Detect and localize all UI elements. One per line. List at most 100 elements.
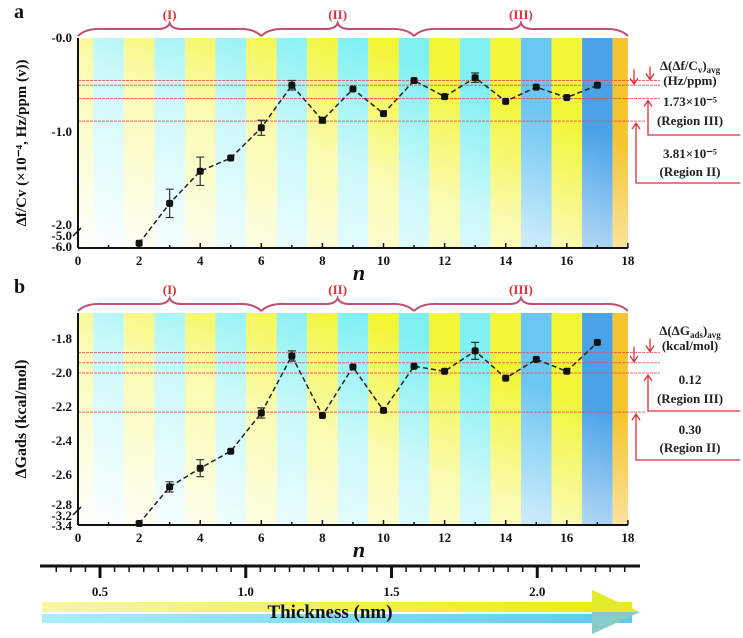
data-point bbox=[441, 367, 449, 375]
annotation-label-region3: (Region III) bbox=[657, 391, 723, 406]
data-point bbox=[257, 409, 265, 417]
data-point bbox=[380, 406, 387, 414]
x-tick-label: 0 bbox=[75, 253, 82, 268]
series-line bbox=[138, 76, 598, 244]
region-brace bbox=[413, 294, 629, 312]
region-label: (I) bbox=[163, 7, 177, 22]
region3-bracket bbox=[643, 373, 740, 412]
annotation-label-region2: (Region II) bbox=[659, 440, 720, 455]
y-tick-label: -2.4 bbox=[51, 433, 72, 448]
region3-bracket bbox=[643, 99, 740, 136]
thickness-axis: Thickness (nm) 0.5 1.0 1.5 2.0 bbox=[40, 564, 640, 634]
x-tick-label: 16 bbox=[560, 530, 574, 545]
annotation-header-part: ads bbox=[690, 330, 704, 340]
panel-a: (I) (II) (III)0 2 4 6 8 10 12 14 16 18-0.0-1.0-2.0-… bbox=[14, 1, 740, 285]
annotation-unit: (Hz/ppm) bbox=[663, 73, 716, 88]
axis-break-mark bbox=[72, 227, 82, 237]
x-tick-label: 12 bbox=[438, 253, 451, 268]
y-axis-label: Δf/Cv (×10⁻⁴, Hz/ppm (v)) bbox=[14, 59, 30, 226]
data-point bbox=[593, 338, 601, 346]
x-tick-label: 14 bbox=[499, 530, 513, 545]
thickness-label: Thickness (nm) bbox=[267, 602, 392, 623]
x-tick-label: 16 bbox=[560, 253, 574, 268]
x-axis-label: n bbox=[353, 260, 365, 285]
annotation-unit: (kcal/mol) bbox=[662, 338, 718, 353]
x-tick-label: 18 bbox=[621, 253, 635, 268]
series-line bbox=[138, 341, 598, 524]
data-point bbox=[532, 83, 540, 91]
y-tick-label: -3.4 bbox=[51, 518, 72, 533]
data-point bbox=[288, 81, 296, 89]
y-tick-label: -2.6 bbox=[51, 467, 72, 482]
x-tick-label: 10 bbox=[377, 253, 390, 268]
data-point bbox=[563, 94, 571, 102]
data-point bbox=[166, 199, 174, 207]
region-label: (II) bbox=[328, 7, 347, 22]
annotation-value-region2: 3.81×10⁻⁵ bbox=[663, 146, 717, 161]
region-brace bbox=[260, 294, 415, 312]
y-tick-label: -2.2 bbox=[51, 399, 72, 414]
x-tick-label: 6 bbox=[258, 530, 265, 545]
data-point bbox=[410, 77, 418, 85]
panel-b: (I) (II) (III) 0 2 4 6 8 10 12 14 16 18 -1.8 -2.0 -2.2 -… bbox=[13, 276, 740, 562]
data-point bbox=[471, 74, 479, 82]
data-point bbox=[135, 520, 143, 527]
annotation-header-part: avg bbox=[707, 65, 721, 75]
annotation-value-region2: 0.30 bbox=[679, 422, 702, 437]
x-tick-label: 18 bbox=[621, 530, 635, 545]
data-point bbox=[196, 167, 204, 175]
region-label: (I) bbox=[163, 282, 177, 297]
annotation-label-region2: (Region II) bbox=[659, 164, 720, 179]
stripe-fade bbox=[78, 313, 628, 525]
region2-bracket bbox=[631, 412, 740, 461]
annotation-header-part: ) bbox=[703, 323, 707, 338]
data-point bbox=[380, 110, 387, 118]
y-tick-label: -0.0 bbox=[51, 30, 72, 45]
x-axis-label: n bbox=[353, 537, 365, 562]
thickness-tick-label: 0.5 bbox=[92, 584, 109, 599]
panel-label: b bbox=[14, 276, 25, 298]
region-label: (II) bbox=[328, 282, 347, 297]
region-brace bbox=[413, 19, 629, 37]
region-brace bbox=[260, 19, 415, 37]
x-tick-label: 2 bbox=[136, 530, 143, 545]
y-tick-label: -6.0 bbox=[51, 239, 72, 254]
data-point bbox=[471, 347, 479, 355]
data-point bbox=[349, 85, 357, 93]
x-tick-label: 12 bbox=[438, 530, 451, 545]
axis-break-mark bbox=[72, 506, 82, 516]
x-tick-label: 14 bbox=[499, 253, 513, 268]
x-tick-label: 6 bbox=[258, 253, 265, 268]
panel-label: a bbox=[14, 1, 24, 23]
data-point bbox=[227, 447, 235, 455]
data-point bbox=[288, 352, 296, 360]
y-tick-label: -3.2 bbox=[51, 508, 72, 523]
thickness-tick-label: 2.0 bbox=[529, 584, 545, 599]
annotation-header-part: Δ(ΔG bbox=[659, 323, 690, 338]
y-axis-label: ΔGads (kcal/mol) bbox=[13, 360, 30, 479]
data-point bbox=[502, 374, 510, 382]
region2-bracket bbox=[631, 121, 740, 184]
y-tick-label: -1.8 bbox=[51, 331, 72, 346]
y-tick-label: -1.0 bbox=[51, 124, 72, 139]
x-tick-label: 2 bbox=[136, 253, 143, 268]
y-tick-label: -5.0 bbox=[51, 228, 72, 243]
thickness-arrow-yellow bbox=[42, 602, 632, 612]
annotation-header-part: v bbox=[698, 65, 703, 75]
data-point bbox=[318, 116, 326, 124]
difference-arrows bbox=[629, 338, 655, 363]
data-point bbox=[227, 154, 235, 162]
data-point bbox=[349, 363, 357, 371]
thickness-tick-label: 1.5 bbox=[383, 584, 400, 599]
data-point bbox=[166, 483, 174, 491]
x-tick-label: 0 bbox=[75, 530, 82, 545]
x-tick-label: 4 bbox=[197, 253, 204, 268]
thickness-tick-label: 1.0 bbox=[238, 584, 254, 599]
data-point bbox=[257, 124, 265, 132]
region-brace bbox=[77, 294, 263, 312]
data-point bbox=[196, 464, 204, 472]
x-tick-label: 10 bbox=[377, 530, 390, 545]
y-tick-label: -2.0 bbox=[51, 365, 72, 380]
thickness-arrow-cyan bbox=[42, 614, 632, 623]
